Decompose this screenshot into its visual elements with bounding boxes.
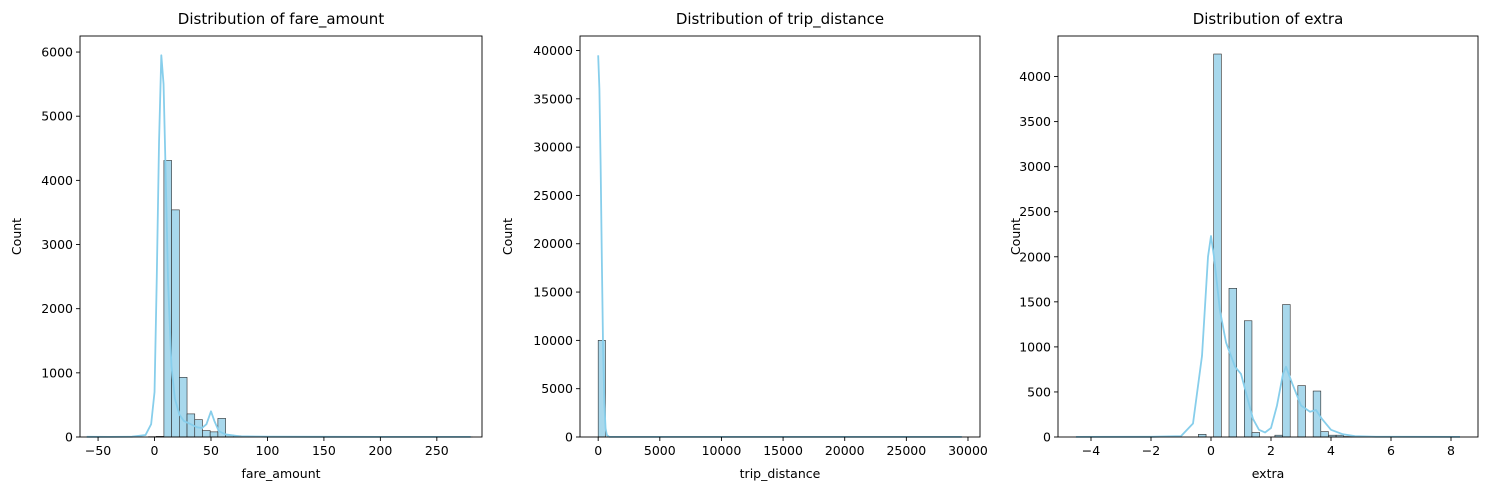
histogram-bar — [209, 431, 219, 438]
kde-line — [86, 54, 471, 438]
x-axis-ticks: −4 −2 0 2 4 6 8 — [1082, 437, 1455, 458]
y-tick-label: 40000 — [533, 43, 573, 58]
chart-panel-1: −50 0 50 100 150 200 250 0 1000 2000 3000 4000 5000 6… — [9, 10, 483, 481]
axes-frame — [579, 35, 981, 438]
histogram-bar — [179, 377, 188, 438]
x-tick-label: 100 — [256, 443, 280, 458]
y-tick-label: 4000 — [41, 173, 73, 188]
y-tick-label: 3500 — [1019, 114, 1051, 129]
y-tick-label: 6000 — [41, 45, 73, 60]
histogram-bar — [1251, 432, 1260, 438]
x-tick-label: 0 — [1207, 443, 1215, 458]
histogram-bar — [1297, 385, 1306, 438]
x-tick-label: 5000 — [644, 443, 676, 458]
y-axis-label: Count — [500, 218, 515, 255]
x-tick-label: −4 — [1082, 443, 1100, 458]
y-tick-label: 500 — [1027, 384, 1051, 399]
histogram-bar — [1213, 53, 1222, 438]
x-tick-label: 200 — [368, 443, 392, 458]
x-tick-label: 8 — [1447, 443, 1455, 458]
x-tick-label: 20000 — [825, 443, 865, 458]
y-tick-label: 4000 — [1019, 69, 1051, 84]
y-tick-label: 0 — [65, 430, 73, 445]
chart-panel-2: 0 5000 10000 15000 20000 25000 30000 0 5000 10000… — [500, 10, 988, 481]
y-tick-label: 35000 — [533, 91, 573, 106]
y-tick-label: 2000 — [41, 301, 73, 316]
x-tick-label: 25000 — [886, 443, 926, 458]
y-tick-label: 0 — [1043, 430, 1051, 445]
x-axis-label: fare_amount — [241, 466, 320, 481]
axes-frame — [79, 35, 483, 438]
x-axis-label: extra — [1252, 466, 1285, 481]
x-tick-label: −2 — [1142, 443, 1160, 458]
y-tick-label: 30000 — [533, 140, 573, 155]
y-tick-label: 1500 — [1019, 294, 1051, 309]
y-tick-label: 3000 — [1019, 159, 1051, 174]
x-tick-label: 0 — [594, 443, 602, 458]
x-tick-label: 10000 — [702, 443, 742, 458]
x-axis-label: trip_distance — [740, 466, 821, 481]
y-tick-label: 15000 — [533, 285, 573, 300]
x-tick-label: 30000 — [948, 443, 988, 458]
y-axis-ticks: 0 5000 10000 15000 20000 25000 30000 35000 40000 — [533, 43, 580, 445]
y-tick-label: 1000 — [1019, 339, 1051, 354]
histogram-bar — [202, 430, 211, 438]
y-tick-label: 2500 — [1019, 204, 1051, 219]
y-tick-label: 3000 — [41, 237, 73, 252]
y-tick-label: 1000 — [41, 365, 73, 380]
histogram-bar — [1244, 320, 1253, 438]
x-tick-label: 150 — [312, 443, 336, 458]
y-tick-label: 0 — [565, 430, 573, 445]
y-tick-label: 5000 — [541, 381, 573, 396]
chart-title: Distribution of extra — [1193, 10, 1344, 28]
histogram-bar — [1320, 431, 1329, 438]
y-tick-label: 2000 — [1019, 249, 1051, 264]
x-tick-label: 6 — [1387, 443, 1395, 458]
y-axis-ticks: 0 500 1000 1500 2000 2500 3000 3500 4000 — [1019, 69, 1058, 445]
kde-line — [1075, 235, 1461, 438]
y-axis-ticks: 0 1000 2000 3000 4000 5000 6000 — [41, 45, 80, 445]
y-tick-label: 20000 — [533, 236, 573, 251]
x-tick-label: 15000 — [763, 443, 803, 458]
x-tick-label: 0 — [151, 443, 159, 458]
x-tick-label: 4 — [1327, 443, 1335, 458]
y-axis-label: Count — [9, 218, 24, 255]
x-tick-label: 2 — [1267, 443, 1275, 458]
x-axis-ticks: 0 5000 10000 15000 20000 25000 30000 — [594, 437, 988, 458]
histogram-bar — [163, 160, 172, 438]
x-tick-label: 250 — [425, 443, 449, 458]
x-tick-label: −50 — [85, 443, 111, 458]
y-tick-label: 5000 — [41, 109, 73, 124]
chart-title: Distribution of fare_amount — [178, 10, 385, 29]
y-axis-label: Count — [1008, 218, 1023, 255]
x-tick-label: 50 — [203, 443, 219, 458]
axes-frame — [1057, 35, 1479, 438]
y-tick-label: 10000 — [533, 333, 573, 348]
chart-panel-3: −4 −2 0 2 4 6 8 0 500 1000 1500 2000 2500 3000 3500 400… — [1008, 10, 1479, 481]
chart-title: Distribution of trip_distance — [676, 10, 884, 29]
x-axis-ticks: −50 0 50 100 150 200 250 — [85, 437, 449, 458]
y-tick-label: 25000 — [533, 188, 573, 203]
